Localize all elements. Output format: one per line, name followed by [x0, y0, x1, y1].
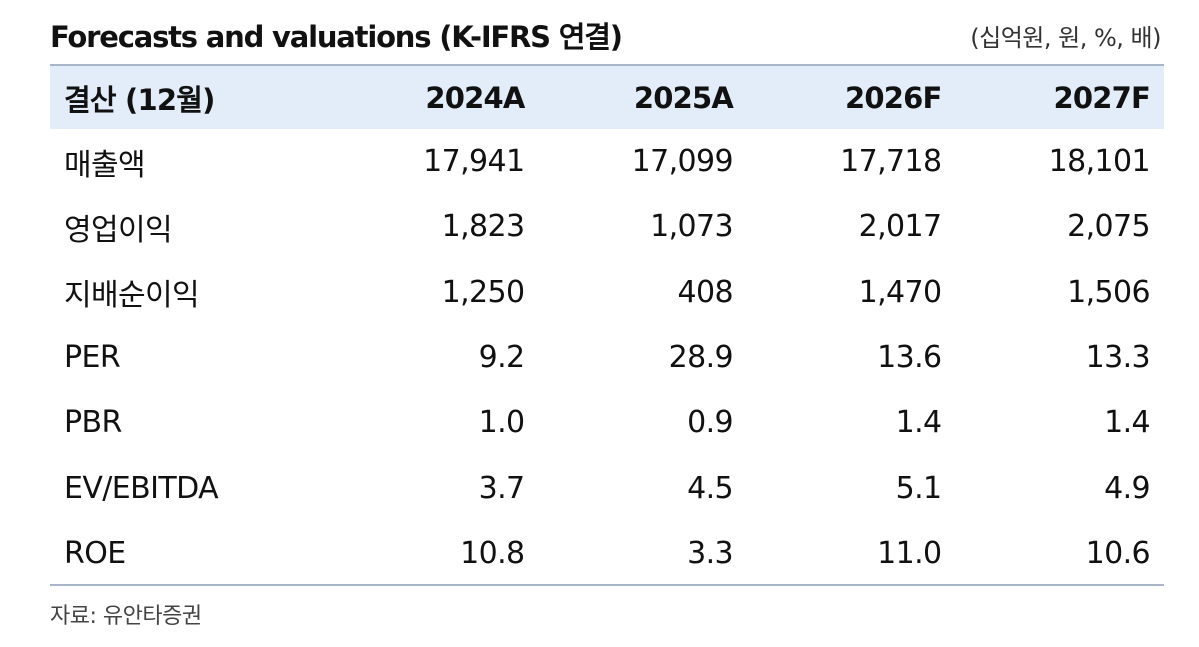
- table-row: EV/EBITDA 3.7 4.5 5.1 4.9: [50, 455, 1164, 520]
- table-title: Forecasts and valuations (K-IFRS 연결): [50, 20, 623, 54]
- units-note: (십억원, 원, %, 배): [970, 24, 1161, 52]
- cell-value: 1,470: [858, 274, 942, 310]
- row-label: PBR: [64, 405, 122, 441]
- cell-value: 17,941: [423, 144, 525, 180]
- cell-value: 1,073: [650, 209, 733, 245]
- row-label: EV/EBITDA: [64, 470, 219, 506]
- cell-value: 408: [677, 274, 734, 310]
- header-year: 2026F: [844, 80, 942, 115]
- source-note: 자료: 유안타증권: [50, 604, 202, 629]
- cell-value: 3.3: [687, 535, 734, 571]
- cell-value: 1,250: [441, 274, 525, 310]
- header-band: [50, 66, 1164, 129]
- cell-value: 2,017: [858, 209, 942, 245]
- header-year: 2024A: [425, 80, 525, 115]
- cell-value: 4.5: [687, 470, 734, 506]
- cell-value: 17,718: [840, 144, 942, 180]
- cell-value: 10.6: [1085, 535, 1151, 571]
- bottom-rule: [50, 584, 1164, 586]
- table-row: 영업이익 1,823 1,073 2,017 2,075: [50, 194, 1164, 259]
- cell-value: 5.1: [895, 470, 943, 506]
- row-label: PER: [64, 340, 121, 376]
- cell-value: 4.9: [1104, 470, 1151, 506]
- table-row: PER 9.2 28.9 13.6 13.3: [50, 325, 1164, 390]
- cell-value: 1.0: [478, 405, 526, 441]
- cell-value: 9.2: [478, 340, 526, 376]
- row-label: 지배순이익: [64, 278, 200, 314]
- financial-table: 결산 (12월) 2024A 2025A 2026F 2027F 매출액 17,…: [50, 66, 1164, 586]
- row-label: ROE: [64, 535, 126, 571]
- cell-value: 3.7: [478, 470, 526, 506]
- cell-value: 1,506: [1067, 274, 1150, 310]
- cell-value: 0.9: [687, 405, 734, 441]
- header-period: 결산 (12월): [64, 82, 215, 117]
- cell-value: 10.8: [460, 535, 525, 571]
- header-row: 결산 (12월) 2024A 2025A 2026F 2027F: [50, 66, 1164, 129]
- header-year: 2027F: [1053, 80, 1150, 115]
- cell-value: 13.3: [1085, 340, 1151, 376]
- cell-value: 13.6: [877, 340, 942, 376]
- cell-value: 2,075: [1067, 209, 1150, 245]
- cell-value: 1,823: [441, 209, 525, 245]
- cell-value: 18,101: [1048, 144, 1151, 180]
- cell-value: 28.9: [668, 340, 734, 376]
- cell-value: 11.0: [877, 535, 942, 571]
- cell-value: 17,099: [631, 144, 734, 180]
- header-year: 2025A: [633, 80, 734, 115]
- table-row: 지배순이익 1,250 408 1,470 1,506: [50, 260, 1164, 325]
- table-row: PBR 1.0 0.9 1.4 1.4: [50, 390, 1164, 455]
- cell-value: 1.4: [895, 405, 943, 441]
- cell-value: 1.4: [1104, 405, 1151, 441]
- row-label: 매출액: [64, 147, 146, 183]
- row-label: 영업이익: [64, 212, 173, 248]
- table-row: 매출액 17,941 17,099 17,718 18,101: [50, 129, 1164, 194]
- table-row: ROE 10.8 3.3 11.0 10.6: [50, 521, 1164, 586]
- top-rule: [50, 64, 1164, 66]
